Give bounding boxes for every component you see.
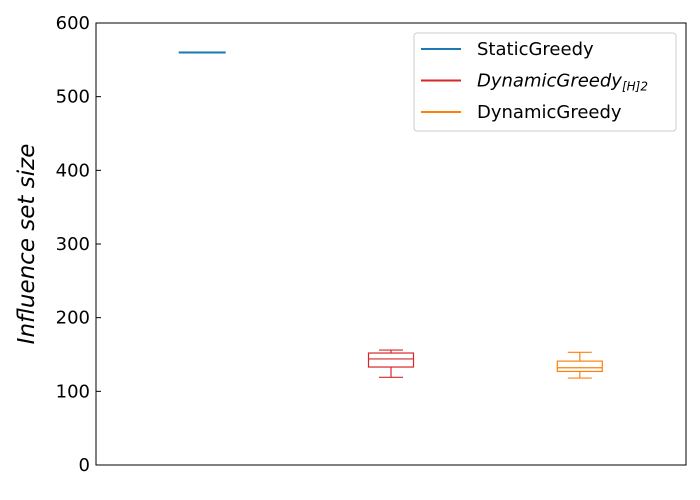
plot-area-frame	[95, 22, 687, 466]
legend-label-subscript: [H]2	[622, 80, 648, 94]
y-axis-label: Influence set size	[14, 144, 40, 345]
legend-item-3: DynamicGreedy	[421, 102, 622, 123]
box-3	[556, 351, 603, 379]
y-axis-ticks: 0 100 200 300 400 500 600	[56, 13, 101, 476]
legend-box	[413, 32, 677, 132]
y-tick-label: 100	[56, 381, 90, 402]
y-tick-label: 200	[56, 308, 90, 329]
legend-label: StaticGreedy	[477, 39, 594, 60]
legend-item-2: DynamicGreedy[H]2	[421, 71, 648, 94]
y-tick-label: 600	[56, 13, 90, 34]
y-tick-label: 400	[56, 160, 90, 181]
legend-item-1: StaticGreedy	[421, 39, 594, 60]
legend-label: DynamicGreedy[H]2	[477, 71, 648, 94]
y-tick-label: 500	[56, 87, 90, 108]
box-series-group	[178, 51, 603, 379]
legend: StaticGreedyDynamicGreedy[H]2DynamicGree…	[413, 32, 677, 132]
box-2	[367, 349, 415, 378]
legend-label-main: DynamicGreedy	[477, 71, 622, 92]
y-tick-label: 0	[79, 455, 90, 476]
y-tick-label: 300	[56, 234, 90, 255]
legend-label: DynamicGreedy	[477, 102, 622, 123]
